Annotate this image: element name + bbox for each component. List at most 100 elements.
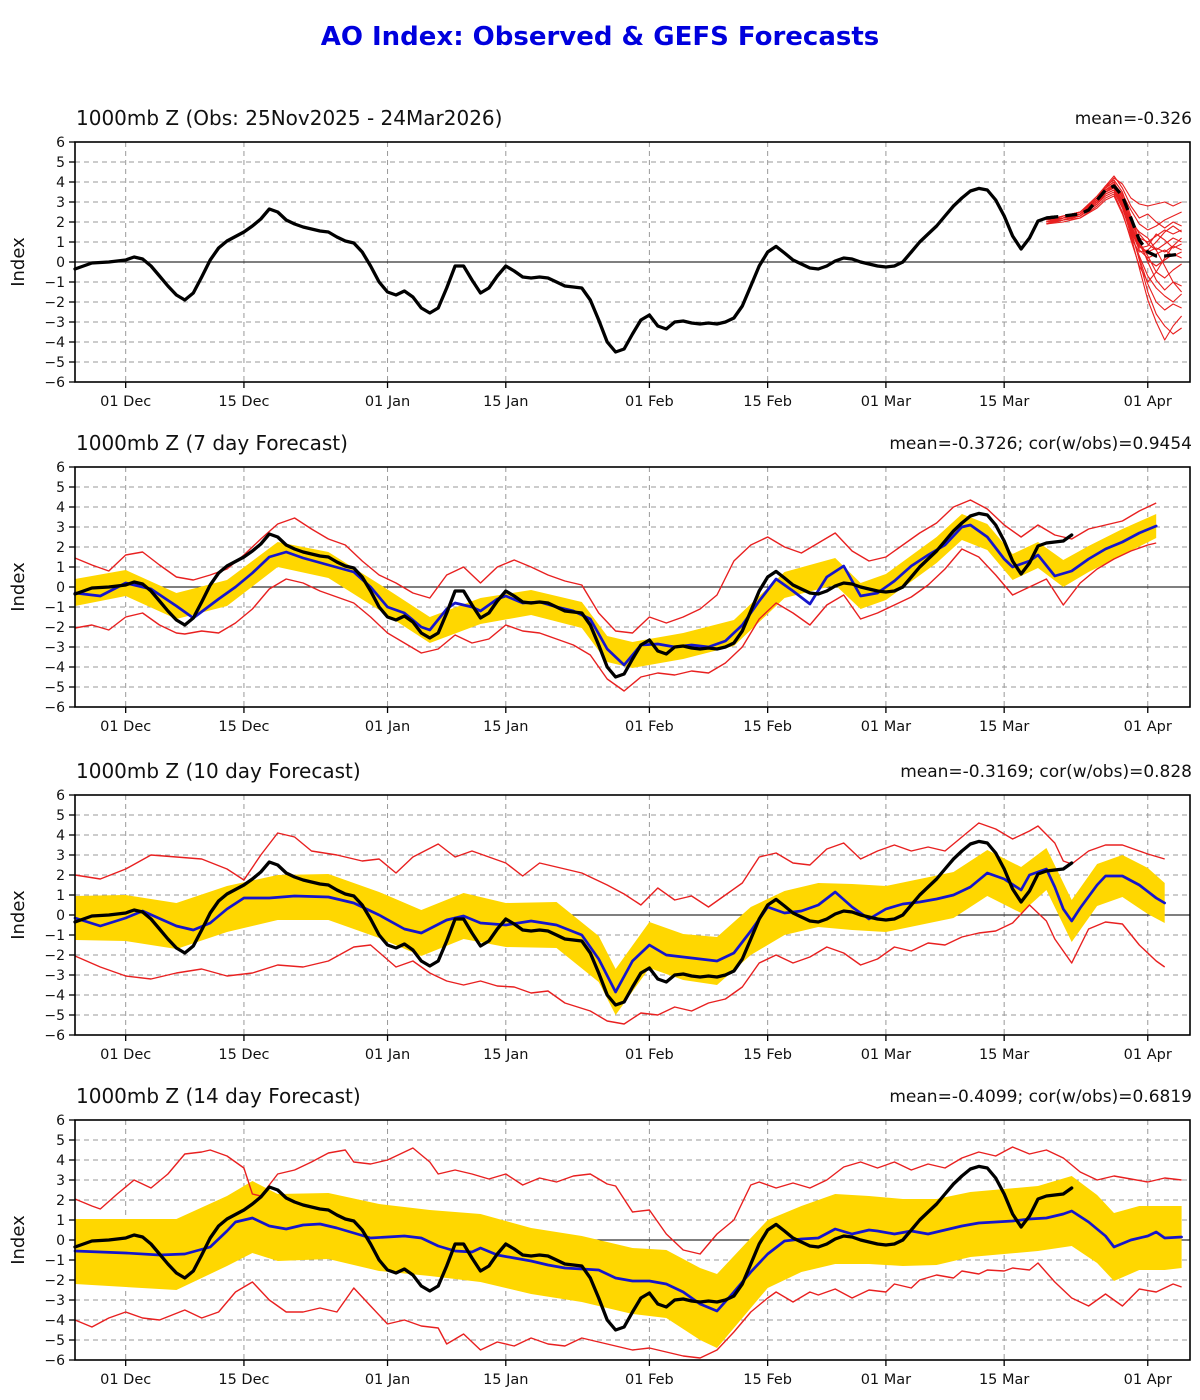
y-tick-label: −5	[44, 355, 65, 371]
y-tick-label: 2	[56, 540, 65, 556]
y-tick-label: 6	[56, 460, 65, 476]
observed-line	[73, 839, 1074, 1007]
ensemble-max-line	[74, 822, 1165, 908]
ensemble-min-line	[74, 1262, 1182, 1359]
y-tick-label: 6	[56, 1113, 65, 1129]
observed-line	[73, 186, 1057, 354]
x-tick-label: 15 Mar	[979, 1372, 1029, 1388]
y-tick-label: −6	[44, 375, 65, 391]
panel1-title: 1000mb Z (Obs: 25Nov2025 - 24Mar2026)	[76, 106, 503, 130]
y-tick-label: −6	[44, 1353, 65, 1369]
y-tick-label: 4	[56, 500, 65, 516]
y-tick-label: −3	[44, 968, 65, 984]
ensemble-mean-line	[73, 867, 1167, 994]
panel3-stats: mean=-0.3169; cor(w/obs)=0.828	[900, 762, 1192, 782]
y-axis-label: Index	[8, 1215, 29, 1265]
x-tick-label: 15 Feb	[743, 1372, 792, 1388]
ensemble-member-line	[1046, 181, 1182, 335]
y-tick-label: −2	[44, 948, 65, 964]
y-tick-label: 2	[56, 868, 65, 884]
ensemble-spread-band	[75, 514, 1157, 668]
y-tick-label: −6	[44, 1028, 65, 1044]
y-tick-label: −5	[44, 1008, 65, 1024]
x-tick-label: 01 Feb	[625, 1047, 674, 1063]
ensemble-min-line	[74, 542, 1157, 692]
ensemble-min-line	[74, 904, 1166, 1025]
y-tick-label: 4	[56, 828, 65, 844]
y-tick-label: 6	[56, 788, 65, 804]
y-axis-label: Index	[8, 890, 29, 940]
y-tick-label: −5	[44, 680, 65, 696]
x-tick-label: 15 Jan	[483, 719, 528, 735]
x-tick-label: 01 Dec	[100, 394, 151, 410]
y-tick-label: −4	[44, 988, 65, 1004]
panel4-stats: mean=-0.4099; cor(w/obs)=0.6819	[889, 1087, 1192, 1107]
panel4-title: 1000mb Z (14 day Forecast)	[76, 1084, 361, 1108]
y-tick-label: −4	[44, 1313, 65, 1329]
x-tick-label: 01 Feb	[625, 719, 674, 735]
ensemble-member-line	[1046, 189, 1182, 259]
y-tick-label: −2	[44, 295, 65, 311]
panel3-title: 1000mb Z (10 day Forecast)	[76, 759, 361, 783]
y-tick-label: −2	[44, 620, 65, 636]
forecast-mean-line	[1046, 184, 1182, 258]
y-axis-label: Index	[8, 562, 29, 612]
ensemble-spread-band	[75, 848, 1165, 1015]
y-tick-label: 5	[56, 155, 65, 171]
y-tick-label: −3	[44, 315, 65, 331]
y-tick-label: 1	[56, 888, 65, 904]
x-tick-label: 15 Dec	[218, 1047, 269, 1063]
y-tick-label: 0	[56, 255, 65, 271]
x-tick-label: 01 Mar	[861, 719, 911, 735]
observed-line	[73, 511, 1074, 679]
y-tick-label: 2	[56, 1193, 65, 1209]
x-tick-label: 15 Mar	[979, 394, 1029, 410]
x-tick-label: 15 Dec	[218, 719, 269, 735]
observed-line	[73, 1164, 1074, 1332]
y-tick-label: 4	[56, 175, 65, 191]
y-tick-label: 3	[56, 1173, 65, 1189]
ensemble-max-line	[74, 499, 1157, 634]
x-tick-label: 15 Mar	[979, 1047, 1029, 1063]
x-tick-label: 15 Feb	[743, 719, 792, 735]
x-tick-label: 01 Feb	[625, 1372, 674, 1388]
y-tick-label: −1	[44, 928, 65, 944]
x-tick-label: 01 Mar	[861, 1047, 911, 1063]
y-tick-label: −5	[44, 1333, 65, 1349]
y-tick-label: −1	[44, 275, 65, 291]
x-tick-label: 15 Jan	[483, 1372, 528, 1388]
x-tick-label: 15 Dec	[218, 394, 269, 410]
ensemble-member-line	[1046, 189, 1182, 249]
y-tick-label: 5	[56, 480, 65, 496]
figure-title: AO Index: Observed & GEFS Forecasts	[320, 22, 880, 52]
y-tick-label: 3	[56, 848, 65, 864]
x-tick-label: 15 Feb	[743, 394, 792, 410]
y-tick-label: 3	[56, 195, 65, 211]
x-tick-label: 15 Feb	[743, 1047, 792, 1063]
y-tick-label: 2	[56, 215, 65, 231]
x-tick-label: 01 Jan	[365, 394, 410, 410]
ensemble-mean-line	[73, 1209, 1183, 1313]
y-tick-label: 0	[56, 908, 65, 924]
ensemble-member-line	[1046, 175, 1182, 229]
y-tick-label: −3	[44, 640, 65, 656]
y-tick-label: 1	[56, 560, 65, 576]
y-tick-label: 4	[56, 1153, 65, 1169]
y-tick-label: 5	[56, 1133, 65, 1149]
x-tick-label: 01 Jan	[365, 1372, 410, 1388]
y-tick-label: 3	[56, 520, 65, 536]
x-tick-label: 01 Apr	[1124, 394, 1172, 410]
x-tick-label: 01 Feb	[625, 394, 674, 410]
y-axis-label: Index	[8, 237, 29, 287]
ensemble-member-line	[1046, 187, 1182, 311]
y-tick-label: 1	[56, 1213, 65, 1229]
ensemble-member-line	[1046, 187, 1183, 293]
y-tick-label: −1	[44, 600, 65, 616]
x-tick-label: 01 Dec	[100, 1047, 151, 1063]
x-tick-label: 01 Apr	[1124, 1047, 1172, 1063]
panel1-stats: mean=-0.326	[1074, 109, 1192, 129]
y-tick-label: 1	[56, 235, 65, 251]
y-tick-label: −6	[44, 700, 65, 716]
